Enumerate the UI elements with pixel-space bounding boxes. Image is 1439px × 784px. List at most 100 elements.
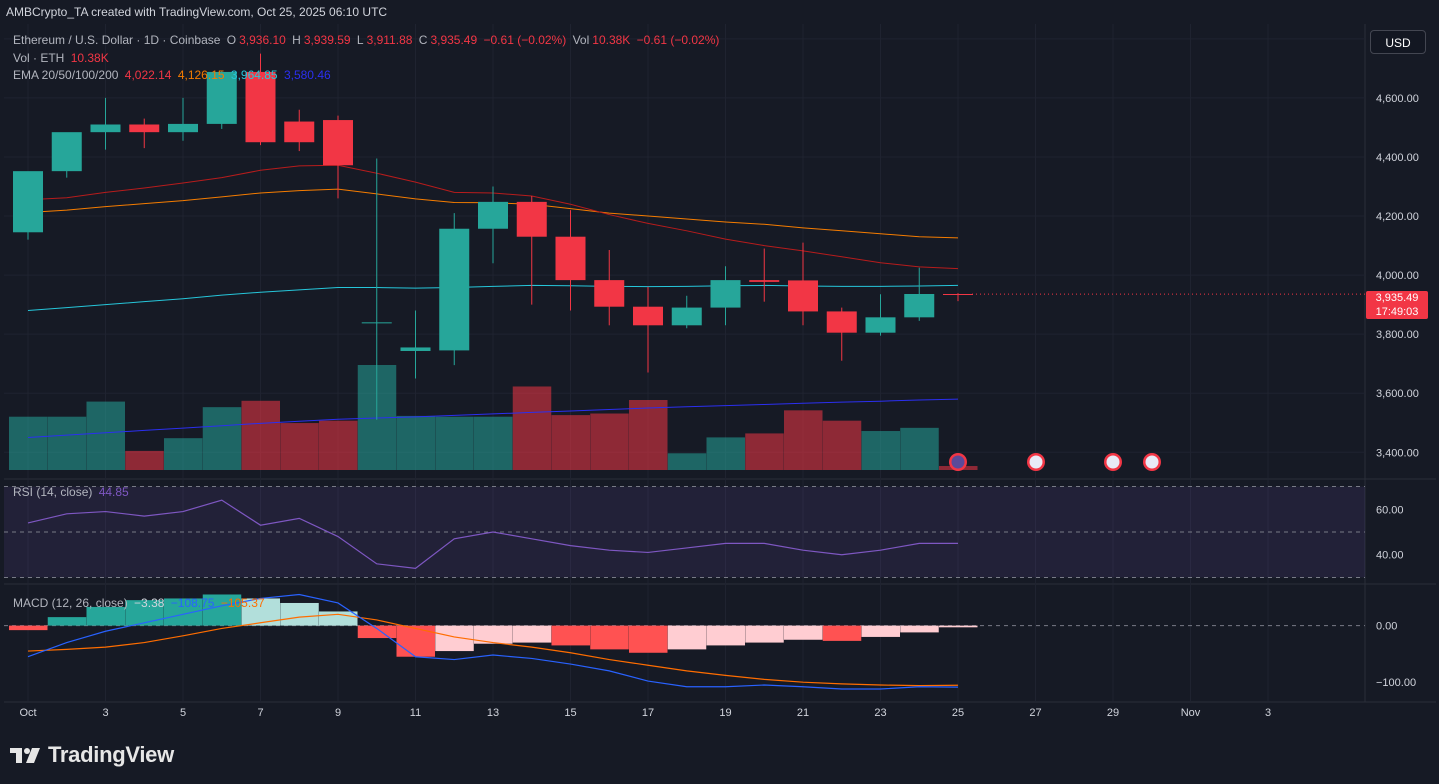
tradingview-logo[interactable]: TradingView: [8, 742, 174, 768]
macd-histogram-bar: [396, 625, 435, 657]
low-label: L: [356, 33, 364, 47]
volume-series-label[interactable]: Vol · ETH: [13, 51, 65, 65]
macd-histogram-bar: [474, 625, 513, 644]
candle-body: [594, 280, 625, 307]
volume-bar: [319, 420, 358, 470]
volume-bar: [396, 415, 435, 470]
volume-bar: [629, 400, 668, 470]
candle-body: [671, 307, 702, 326]
volume-bar: [667, 453, 707, 470]
candle-body: [555, 236, 586, 281]
volume-bar: [512, 386, 552, 470]
price-axis-label: 4,200.00: [1376, 211, 1419, 223]
close-label: C: [418, 33, 428, 47]
volume-bar: [706, 437, 745, 470]
macd-histogram-bar: [784, 625, 823, 640]
volume-bar: [164, 438, 203, 470]
macd-histogram-bar: [86, 606, 125, 626]
ema200-value: 3,580.46: [283, 68, 331, 82]
event-flag-icon: [1029, 455, 1043, 469]
ema100-value: 3,964.85: [230, 68, 278, 82]
close-value: 3,935.49: [430, 33, 478, 47]
macd-line-value: −108.75: [170, 596, 215, 610]
volume-bar: [125, 450, 164, 470]
countdown: 17:49:03: [1375, 306, 1419, 318]
low-value: 3,911.88: [366, 33, 413, 47]
candle-body: [323, 120, 353, 166]
high-label: H: [292, 33, 301, 47]
plot-background: [4, 24, 1436, 702]
volume-bar: [435, 416, 474, 470]
open-value: 3,936.10: [239, 33, 286, 47]
high-value: 3,939.59: [303, 33, 351, 47]
event-flag-icon: [1145, 455, 1159, 469]
rsi-line: [27, 499, 958, 569]
candle-body: [516, 201, 547, 237]
chart-svg[interactable]: 4,800.004,600.004,400.004,200.004,000.00…: [0, 24, 1439, 726]
time-axis-label: 27: [1029, 707, 1041, 719]
price-axis-label: 4,000.00: [1376, 270, 1419, 282]
volume-bar: [9, 416, 48, 470]
macd-label[interactable]: MACD (12, 26, close): [13, 596, 128, 610]
volume-bar: [47, 416, 87, 470]
macd-histogram-bar: [667, 625, 707, 650]
volume-bar: [590, 413, 629, 470]
time-axis-label: 29: [1107, 707, 1119, 719]
volume-label: Vol: [572, 33, 590, 47]
volume-bar: [745, 433, 784, 470]
candle-body: [284, 121, 315, 143]
candle-body: [439, 228, 470, 351]
macd-legend: MACD (12, 26, close) −3.38 −108.75 −105.…: [13, 596, 268, 610]
volume-bar: [551, 415, 590, 470]
time-axis-label: 3: [1265, 707, 1271, 719]
macd-histogram-bar: [512, 625, 552, 643]
candle-body: [865, 317, 896, 333]
macd-histogram-bar: [900, 625, 939, 633]
volume-value: 10.38K: [592, 33, 631, 47]
price-axis-label: 3,800.00: [1376, 329, 1419, 341]
ema-label[interactable]: EMA 20/50/100/200: [13, 68, 119, 82]
time-axis-label: Oct: [19, 707, 36, 719]
rsi-value: 44.85: [98, 485, 129, 499]
macd-histogram-bar: [706, 625, 745, 646]
candle-body: [90, 124, 121, 133]
change-value: −0.61 (−0.02%): [483, 33, 567, 47]
ema200-line: [27, 398, 959, 439]
symbol-legend: Ethereum / U.S. Dollar · 1D · Coinbase O…: [13, 33, 722, 47]
volume-legend: Vol · ETH 10.38K: [13, 51, 112, 65]
time-axis-label: 5: [180, 707, 186, 719]
candle-body: [206, 71, 237, 124]
event-lightning-icon: [951, 455, 965, 469]
volume-change: −0.61 (−0.02%): [636, 33, 720, 47]
macd-histogram-bar: [280, 602, 319, 626]
volume-bar: [474, 416, 513, 470]
rsi-label[interactable]: RSI (14, close): [13, 485, 93, 499]
symbol-title[interactable]: Ethereum / U.S. Dollar · 1D · Coinbase: [13, 33, 221, 47]
macd-histogram-bar: [939, 625, 978, 628]
time-axis-label: 19: [719, 707, 731, 719]
time-axis-label: 11: [410, 707, 421, 719]
chart-attribution: AMBCrypto_TA created with TradingView.co…: [0, 0, 1439, 24]
currency-button[interactable]: USD: [1370, 30, 1426, 54]
candle-body: [749, 280, 780, 282]
macd-histogram-bar: [357, 625, 397, 639]
volume-bar: [202, 407, 242, 470]
volume-bar: [280, 423, 319, 470]
macd-axis-label: −100.00: [1376, 677, 1416, 689]
candle-body: [168, 123, 198, 133]
tradingview-logo-icon: [10, 748, 40, 763]
macd-histogram-bar: [319, 611, 358, 626]
candle-body: [400, 347, 431, 351]
price-axis-label: 4,400.00: [1376, 152, 1419, 164]
volume-bar: [86, 401, 125, 470]
candle-body: [478, 201, 508, 229]
time-axis-label: 3: [102, 707, 108, 719]
event-flag-icon: [1106, 455, 1120, 469]
macd-signal-line: [27, 613, 959, 687]
time-axis-label: Nov: [1181, 707, 1201, 719]
volume-bar: [241, 400, 280, 470]
macd-histogram-bar: [629, 625, 668, 653]
price-axis-label: 4,600.00: [1376, 93, 1419, 105]
time-axis-label: 13: [487, 707, 499, 719]
volume-bar: [861, 431, 900, 470]
